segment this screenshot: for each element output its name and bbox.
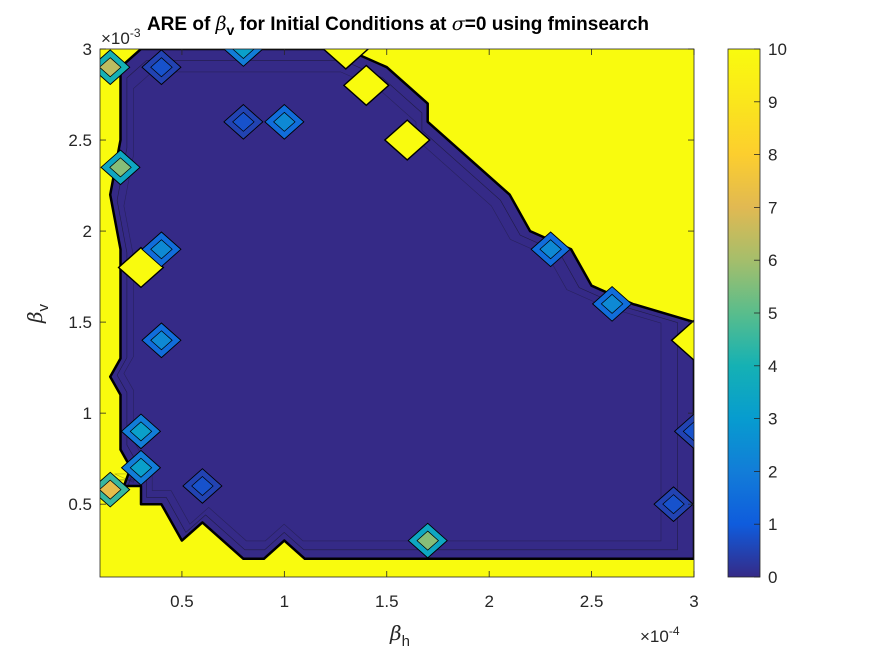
x-tick-label: 3	[689, 592, 698, 611]
contour-feature-inner	[129, 421, 153, 442]
x-ticks: 0.5 1 1.5 2 2.5 3	[170, 49, 699, 611]
contour-line	[114, 71, 662, 542]
colorbar-tick-label: 9	[768, 93, 777, 112]
y-tick-label: 1.5	[68, 313, 92, 332]
colorbar-tick-label: 8	[768, 146, 777, 165]
y-exponent-label: ×10-3	[101, 26, 141, 48]
contour-feature-inner	[100, 479, 122, 500]
x-tick-label: 2.5	[580, 592, 604, 611]
contour-feature-inner	[539, 239, 562, 260]
y-tick-label: 1	[83, 404, 92, 423]
x-tick-label: 1	[280, 592, 289, 611]
contour-feature-inner	[109, 157, 132, 178]
x-tick-label: 0.5	[170, 592, 194, 611]
contour-feature-inner	[129, 457, 153, 478]
contour-feature	[670, 319, 694, 362]
contour-feature-inner	[150, 57, 173, 78]
colorbar-tick-label: 7	[768, 198, 777, 217]
x-exponent-label: ×10-4	[640, 624, 680, 646]
colorbar-tick-label: 2	[768, 462, 777, 481]
contour-feature-inner	[150, 239, 173, 260]
contour-feature-inner	[232, 111, 255, 132]
colorbar-tick-label: 5	[768, 304, 777, 323]
contour-feature-inner	[662, 494, 685, 515]
colorbar-tick-label: 3	[768, 410, 777, 429]
x-axis-label: βh	[389, 621, 410, 650]
chart-title: ARE of βv for Initial Conditions at σ=0 …	[147, 13, 649, 38]
contour-feature-inner	[191, 475, 214, 496]
contour-feature-inner	[682, 421, 694, 442]
contour-feature-inner	[100, 57, 122, 78]
plot-area	[100, 49, 694, 577]
contour-feature-inner	[600, 293, 624, 314]
contour-lines	[107, 60, 678, 551]
contour-line	[107, 60, 678, 551]
contour-feature-inner	[150, 330, 173, 351]
title-sigma-symbol: σ	[452, 13, 466, 35]
x-tick-label: 2	[484, 592, 493, 611]
contour-feature-inner	[416, 530, 439, 551]
y-tick-label: 3	[83, 40, 92, 59]
contour-feature	[342, 64, 390, 107]
contour-feature	[322, 49, 370, 70]
contour-feature-inner	[273, 111, 296, 132]
title-beta-symbol: β	[215, 13, 227, 35]
y-tick-label: 2	[83, 222, 92, 241]
colorbar-tick-label: 6	[768, 251, 777, 270]
y-tick-label: 2.5	[68, 131, 92, 150]
colorbar-tick-label: 10	[768, 40, 787, 59]
y-tick-label: 0.5	[68, 495, 92, 514]
colorbar-ticks: 0 1 2 3 4 5 6 7 8 9 10	[754, 40, 787, 587]
contour-feature	[383, 119, 431, 161]
colorbar-tick-label: 0	[768, 568, 777, 587]
valid-region	[100, 49, 694, 561]
contour-feature-inner	[232, 49, 255, 59]
x-tick-label: 1.5	[375, 592, 399, 611]
colorbar-tick-label: 1	[768, 515, 777, 534]
y-ticks: 0.5 1 1.5 2 2.5 3	[68, 40, 694, 514]
y-axis-label: βv	[23, 303, 52, 324]
plot-frame	[99, 48, 695, 578]
colorbar-tick-label: 4	[768, 357, 777, 376]
contour-features	[100, 49, 694, 559]
